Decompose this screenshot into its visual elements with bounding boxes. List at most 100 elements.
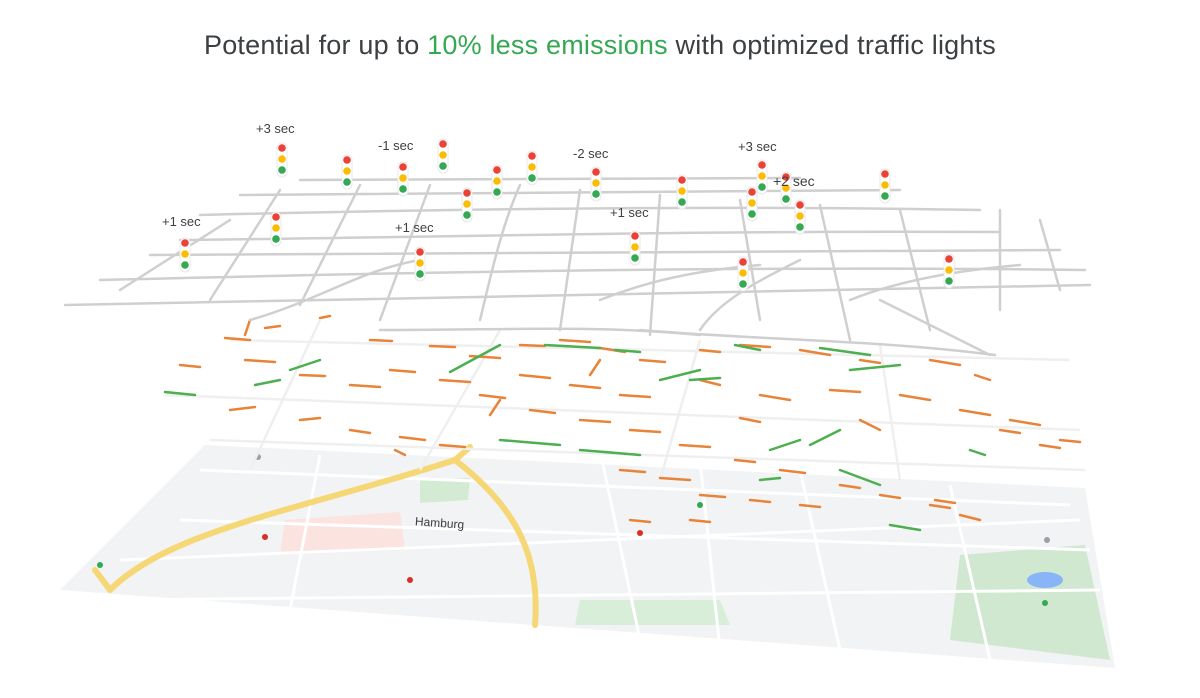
traffic-light-icon: [737, 256, 749, 292]
tl-label-5: +2 sec: [773, 173, 815, 189]
orange-segment: [428, 344, 457, 349]
orange-segment: [858, 418, 882, 432]
road-network: [63, 176, 1092, 357]
orange-segment: [558, 338, 592, 344]
tl-label-7: +1 sec: [395, 220, 434, 235]
orange-segment: [518, 343, 547, 348]
traffic-light-icon: [780, 171, 792, 207]
orange-segment: [348, 428, 372, 435]
orange-segment: [733, 458, 757, 464]
orange-segment: [678, 443, 712, 449]
park-area-2: [420, 478, 470, 503]
orange-segment: [393, 448, 407, 457]
green-segment: [733, 343, 762, 352]
orange-segment: [628, 518, 652, 524]
orange-segment: [838, 483, 862, 490]
orange-segment: [528, 408, 557, 415]
orange-segment: [858, 358, 882, 365]
orange-segment: [368, 338, 394, 343]
green-segment: [578, 448, 642, 457]
poi-marker: [1042, 600, 1048, 606]
tl-label-6: +1 sec: [162, 214, 201, 229]
orange-segment: [318, 314, 332, 320]
orange-segment: [878, 493, 902, 500]
headline-suffix: with optimized traffic lights: [667, 30, 996, 60]
poi-marker: [637, 530, 643, 536]
traffic-light-icon: [270, 211, 282, 247]
orange-segment: [628, 428, 662, 434]
orange-segment: [688, 518, 712, 524]
orange-segment: [698, 348, 722, 354]
green-segment: [613, 348, 642, 354]
poi-marker: [97, 562, 103, 568]
poi-marker: [1044, 537, 1050, 543]
orange-segment: [388, 368, 417, 374]
highways: [92, 444, 539, 628]
green-segment: [768, 438, 802, 452]
traffic-light-icon: [491, 164, 503, 200]
traffic-light-icon: [746, 186, 758, 222]
orange-segment: [438, 378, 472, 384]
orange-segments: [178, 314, 1082, 524]
traffic-light-icon: [414, 246, 426, 282]
tl-label-2: -1 sec: [378, 138, 414, 153]
orange-segment: [468, 354, 502, 360]
traffic-light-icon: [676, 174, 688, 210]
orange-segment: [828, 388, 862, 394]
lake: [1027, 572, 1063, 588]
orange-segment: [228, 405, 257, 412]
green-segment: [498, 438, 562, 447]
green-segment: [658, 368, 702, 382]
green-segment: [888, 523, 922, 532]
base-map: Hamburg: [60, 444, 1115, 668]
orange-segment: [1038, 443, 1062, 450]
district-area: [280, 512, 405, 555]
traffic-light-icon: [943, 253, 955, 289]
orange-segment: [1008, 418, 1042, 427]
park-area: [950, 545, 1110, 660]
orange-segment: [223, 336, 252, 342]
traffic-light-icon: [341, 154, 353, 190]
orange-segment: [698, 493, 727, 499]
orange-segment: [348, 383, 382, 389]
green-segment: [163, 390, 197, 397]
map-city-label: Hamburg: [415, 514, 465, 531]
orange-segment: [578, 418, 612, 424]
traffic-lights: [179, 138, 955, 292]
orange-segment: [568, 383, 602, 390]
orange-segment: [748, 498, 772, 504]
orange-segment: [933, 498, 957, 505]
orange-segment: [898, 393, 932, 402]
traffic-light-icon: [526, 150, 538, 186]
orange-segment: [798, 503, 822, 509]
orange-segment: [998, 428, 1022, 435]
tl-label-8: +1 sec: [610, 205, 649, 220]
orange-segment: [958, 513, 982, 522]
orange-segment: [263, 324, 282, 330]
orange-segment: [798, 348, 832, 357]
tl-label-4: +3 sec: [738, 139, 777, 154]
map-streets: [109, 449, 1101, 661]
orange-segment: [488, 398, 502, 417]
tl-label-3: -2 sec: [573, 146, 609, 161]
orange-segment: [928, 358, 962, 367]
green-segment: [688, 376, 722, 382]
orange-segment: [658, 476, 692, 482]
green-segment: [808, 428, 842, 447]
traffic-light-icon: [461, 187, 473, 223]
traffic-light-icon: [756, 159, 768, 195]
traffic-light-icon: [879, 168, 891, 204]
tl-label-1: +3 sec: [256, 121, 295, 136]
traffic-light-icon: [179, 237, 191, 273]
orange-segment: [778, 468, 807, 475]
headline-prefix: Potential for up to: [204, 30, 428, 60]
orange-segment: [398, 435, 427, 442]
green-segment: [818, 346, 872, 357]
orange-segment: [243, 318, 252, 337]
orange-segment: [178, 363, 202, 369]
poi-marker: [697, 502, 703, 508]
traffic-light-icon: [276, 142, 288, 178]
orange-segment: [588, 358, 602, 377]
orange-segment: [638, 358, 667, 364]
